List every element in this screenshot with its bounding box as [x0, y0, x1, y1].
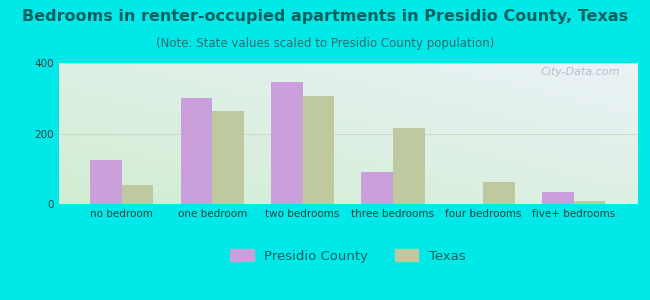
- Bar: [542, 192, 574, 204]
- Bar: [361, 172, 393, 204]
- Bar: [181, 98, 212, 204]
- Bar: [574, 201, 605, 204]
- Bar: [271, 82, 302, 204]
- Legend: Presidio County, Texas: Presidio County, Texas: [225, 244, 471, 268]
- Text: Bedrooms in renter-occupied apartments in Presidio County, Texas: Bedrooms in renter-occupied apartments i…: [22, 9, 628, 24]
- Bar: [393, 128, 424, 204]
- Text: (Note: State values scaled to Presidio County population): (Note: State values scaled to Presidio C…: [156, 38, 494, 50]
- Bar: [122, 184, 153, 204]
- Bar: [484, 182, 515, 204]
- Bar: [302, 97, 334, 204]
- Text: City-Data.com: City-Data.com: [540, 67, 619, 77]
- Bar: [90, 160, 122, 204]
- Bar: [212, 111, 244, 204]
